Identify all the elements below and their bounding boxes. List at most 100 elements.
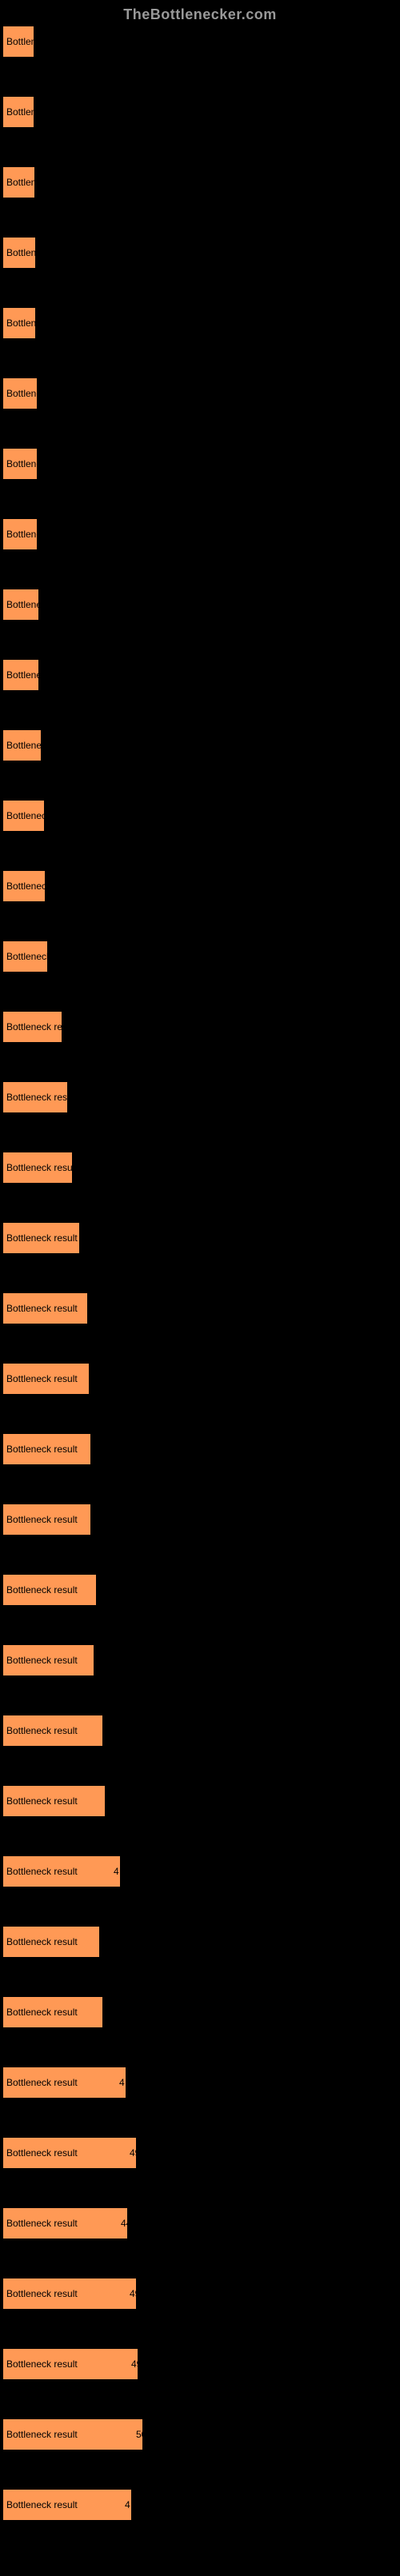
bar: Bottleneck result	[3, 1927, 99, 1957]
bar-row: Bottleneck result	[3, 1575, 397, 1605]
bar: Bottleneck result	[3, 1082, 67, 1112]
bar-label: Bottleneck result	[6, 2499, 78, 2510]
bar-row: Bottleneck result 49	[3, 2278, 397, 2309]
bar-row: Bottleneck result	[3, 1645, 397, 1675]
bar-row: Bottleneck result	[3, 1715, 397, 1746]
bar-label: Bottlen	[6, 247, 35, 258]
bar: Bottleneck result	[3, 1856, 120, 1887]
bar-label: Bottleneck result	[6, 2147, 78, 2159]
bar-label: Bottleneck result	[6, 2288, 78, 2299]
bar: Bottleneck	[3, 941, 47, 972]
bar: Bottlen	[3, 167, 34, 198]
chart-container: Bottlen Bottlen Bottlen Bottlen Bottlen Bottl…	[0, 26, 400, 2576]
bar-row: Bottlen	[3, 238, 397, 268]
bar: Bottleneck result	[3, 1223, 79, 1253]
bar-row: Bottlenec	[3, 730, 397, 761]
bar: Bottleneck result	[3, 1293, 87, 1324]
bar: Bottleneck result	[3, 2490, 131, 2520]
bar-row: Bottleneck resu	[3, 1012, 397, 1042]
bar-label: Bottlene	[6, 669, 38, 681]
bar-row: Bottleneck	[3, 871, 397, 901]
bar: Bottleneck result	[3, 1504, 90, 1535]
bar-row: Bottlene	[3, 449, 397, 479]
bar: Bottleneck	[3, 801, 44, 831]
bar: Bottlene	[3, 449, 37, 479]
bar-label: Bottleneck result	[6, 1514, 78, 1525]
bar-row: Bottleneck result 49	[3, 2138, 397, 2168]
bar: Bottleneck result	[3, 1715, 102, 1746]
bar: Bottlen	[3, 308, 35, 338]
bar-label: Bottleneck result	[6, 2218, 78, 2229]
bar-label: Bottleneck result	[6, 1936, 78, 1947]
bar-row: Bottlene	[3, 378, 397, 409]
bar-row: Bottleneck result	[3, 1082, 397, 1112]
bar: Bottleneck result	[3, 1364, 89, 1394]
bar: Bottleneck	[3, 871, 45, 901]
bar-label: Bottleneck result	[6, 1303, 78, 1314]
bar-row: Bottleneck result44	[3, 2208, 397, 2239]
bar-label: Bottleneck resu	[6, 1021, 62, 1032]
bar-label: Bottleneck result	[6, 2429, 78, 2440]
bar: Bottleneck result	[3, 2419, 142, 2450]
bar-label: Bottlene	[6, 388, 37, 399]
bar-label: Bottlen	[6, 36, 34, 47]
bar-label: Bottleneck result	[6, 1584, 78, 1596]
bar-row: Bottleneck result 50	[3, 2419, 397, 2450]
bar-row: Bottleneck result	[3, 1293, 397, 1324]
bar: Bottleneck result	[3, 1645, 94, 1675]
bar-row: Bottlen	[3, 167, 397, 198]
bar-label: Bottleneck result	[6, 2007, 78, 2018]
bar-value: 49	[130, 2147, 140, 2159]
bar: Bottlen	[3, 238, 35, 268]
bar-label: Bottleneck result	[6, 1232, 78, 1244]
bar-row: Bottlen	[3, 97, 397, 127]
bar-value: 4	[114, 1866, 119, 1877]
bar-label: Bottlen	[6, 177, 34, 188]
bar-label: Bottleneck result	[6, 1373, 78, 1384]
bar: Bottlene	[3, 378, 37, 409]
bar: Bottleneck result	[3, 1575, 96, 1605]
bar-label: Bottlen	[6, 318, 35, 329]
bar-row: Bottleneck result	[3, 1364, 397, 1394]
bar-row: Bottleneck result 4	[3, 1856, 397, 1887]
bar-label: Bottleneck result	[6, 2358, 78, 2370]
bar-row: Bottleneck result 4	[3, 2067, 397, 2098]
page-header: TheBottlenecker.com	[0, 0, 400, 26]
bar-value: 50	[136, 2429, 146, 2440]
bar: Bottlene	[3, 589, 38, 620]
bar-row: Bottleneck	[3, 941, 397, 972]
bar-label: Bottlenec	[6, 740, 41, 751]
bar: Bottleneck result	[3, 2349, 138, 2379]
bar-label: Bottleneck result	[6, 1655, 78, 1666]
bar-label: Bottleneck	[6, 951, 47, 962]
bar-row: Bottleneck result 49	[3, 2349, 397, 2379]
bar: Bottleneck resu	[3, 1012, 62, 1042]
bar: Bottlene	[3, 519, 37, 549]
bar-row: Bottlen	[3, 308, 397, 338]
bar: Bottleneck result	[3, 2208, 127, 2239]
bar: Bottlen	[3, 97, 34, 127]
bar-row: Bottleneck result	[3, 1504, 397, 1535]
bar-row: Bottleneck result	[3, 1223, 397, 1253]
bar-row: Bottlen	[3, 26, 397, 57]
bar-label: Bottleneck	[6, 881, 45, 892]
bar-row: Bottlene	[3, 589, 397, 620]
bar-value: 4	[119, 2077, 125, 2088]
bar-label: Bottleneck result	[6, 1866, 78, 1877]
bar-row: Bottleneck result	[3, 1786, 397, 1816]
bar-label: Bottleneck result	[6, 1162, 72, 1173]
bar-label: Bottleneck result	[6, 1795, 78, 1807]
bar-row: Bottlene	[3, 519, 397, 549]
bar: Bottlenec	[3, 730, 41, 761]
bar-row: Bottleneck result	[3, 1152, 397, 1183]
bar-value: 49	[130, 2288, 140, 2299]
bar-label: Bottleneck result	[6, 1725, 78, 1736]
bar-row: Bottleneck result	[3, 1997, 397, 2027]
bar-row: Bottleneck	[3, 801, 397, 831]
bar: Bottleneck result	[3, 2278, 136, 2309]
bar-row: Bottleneck result	[3, 1434, 397, 1464]
bar-label: Bottlene	[6, 529, 37, 540]
bar-value: 49	[131, 2358, 142, 2370]
bar-label: Bottleneck result	[6, 2077, 78, 2088]
bar-value: 4	[125, 2499, 130, 2510]
